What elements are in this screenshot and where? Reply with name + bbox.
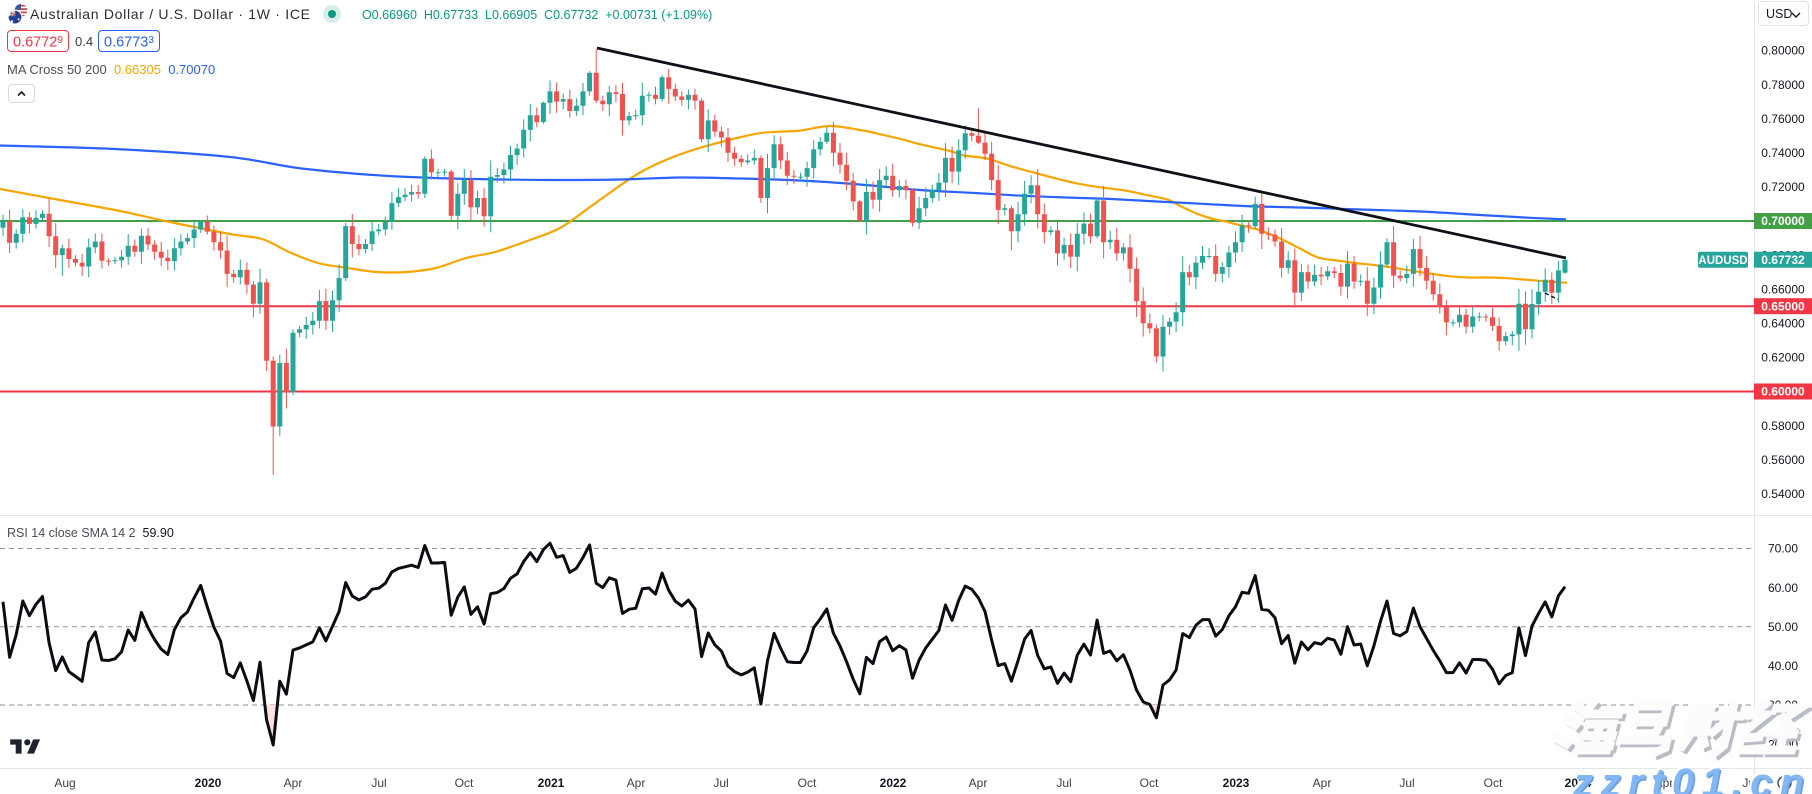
svg-text:0.78000: 0.78000 — [1761, 78, 1805, 92]
svg-text:0.66000: 0.66000 — [1761, 282, 1805, 296]
svg-text:Oct: Oct — [1484, 776, 1503, 790]
svg-text:Oct: Oct — [455, 776, 474, 790]
svg-text:50.00: 50.00 — [1768, 620, 1798, 634]
svg-text:Apr: Apr — [1655, 776, 1674, 790]
svg-text:0.76000: 0.76000 — [1761, 112, 1805, 126]
svg-text:0.72000: 0.72000 — [1761, 180, 1805, 194]
svg-text:2020: 2020 — [195, 776, 222, 790]
svg-text:2021: 2021 — [538, 776, 565, 790]
svg-text:Jul: Jul — [1742, 776, 1757, 790]
svg-text:0.67732: 0.67732 — [1761, 253, 1805, 267]
svg-text:AUDUSD: AUDUSD — [1698, 255, 1747, 267]
svg-text:40.00: 40.00 — [1768, 659, 1798, 673]
svg-text:Jul: Jul — [371, 776, 386, 790]
svg-text:0.74000: 0.74000 — [1761, 146, 1805, 160]
svg-text:0.56000: 0.56000 — [1761, 453, 1805, 467]
svg-text:2024: 2024 — [1565, 776, 1592, 790]
svg-text:70.00: 70.00 — [1768, 542, 1798, 556]
svg-text:Oct: Oct — [1140, 776, 1159, 790]
svg-text:Apr: Apr — [969, 776, 988, 790]
svg-text:Apr: Apr — [1313, 776, 1332, 790]
svg-text:0.60000: 0.60000 — [1761, 385, 1805, 399]
svg-text:0.54000: 0.54000 — [1761, 487, 1805, 501]
svg-text:0.62000: 0.62000 — [1761, 351, 1805, 365]
svg-text:2023: 2023 — [1223, 776, 1250, 790]
svg-text:0.64000: 0.64000 — [1761, 317, 1805, 331]
svg-text:Apr: Apr — [627, 776, 646, 790]
svg-text:0.80000: 0.80000 — [1761, 44, 1805, 58]
svg-text:Oct: Oct — [798, 776, 817, 790]
svg-text:2022: 2022 — [880, 776, 907, 790]
svg-text:Jul: Jul — [1056, 776, 1071, 790]
svg-text:Apr: Apr — [284, 776, 303, 790]
svg-text:60.00: 60.00 — [1768, 581, 1798, 595]
svg-text:0.65000: 0.65000 — [1761, 299, 1805, 313]
svg-text:Aug: Aug — [54, 776, 75, 790]
svg-text:0.70000: 0.70000 — [1761, 214, 1805, 228]
svg-text:Jul: Jul — [1399, 776, 1414, 790]
svg-text:0.58000: 0.58000 — [1761, 419, 1805, 433]
svg-text:Jul: Jul — [713, 776, 728, 790]
